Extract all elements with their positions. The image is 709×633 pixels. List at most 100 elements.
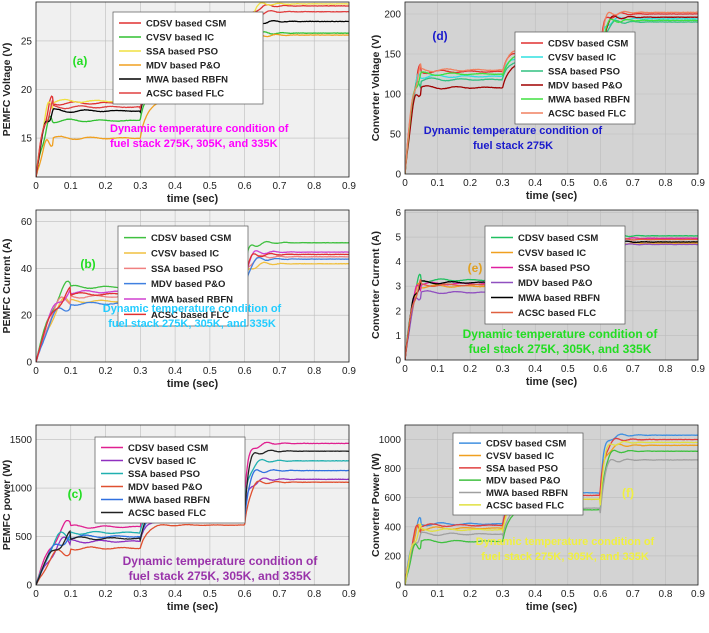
x-tick-label: 0.2 — [99, 589, 113, 600]
y-tick-label: 400 — [384, 522, 401, 533]
y-tick-label: 25 — [21, 36, 33, 47]
chart-d: 0 0.1 0.2 0.3 0.4 0.5 0.6 0.7 0.8 0.9 0 50 100 150 200… — [370, 1, 705, 202]
x-tick-label: 0.6 — [238, 181, 252, 192]
y-tick-label: 1500 — [10, 435, 33, 446]
x-axis-label: time (sec) — [167, 601, 219, 613]
legend-entry: ACSC based FLC — [548, 109, 626, 120]
y-tick-label: 100 — [384, 90, 401, 101]
legend-box — [514, 31, 636, 125]
legend-entry: SSA based PSO — [146, 47, 218, 58]
legend-entry: CDSV based CSM — [548, 39, 628, 50]
legend-entry: MWA based RBFN — [486, 488, 568, 499]
x-tick-label: 0.5 — [561, 589, 575, 600]
legend-entry: MWA based RBFN — [151, 295, 233, 306]
legend-entry: ACSC based FLC — [486, 500, 564, 511]
legend-entry: ACSC based FLC — [518, 308, 596, 319]
x-tick-label: 0.5 — [203, 366, 217, 377]
y-tick-label: 0 — [395, 581, 401, 592]
x-tick-label: 0.2 — [463, 178, 477, 189]
x-tick-label: 0.1 — [431, 178, 445, 189]
legend-box — [94, 436, 246, 524]
x-tick-label: 0 — [402, 364, 408, 375]
x-tick-label: 0.2 — [99, 181, 113, 192]
y-tick-label: 50 — [390, 130, 402, 141]
y-tick-label: 2 — [395, 306, 401, 317]
y-tick-label: 500 — [15, 532, 32, 543]
x-tick-label: 0.4 — [168, 366, 182, 377]
x-tick-label: 0.6 — [593, 178, 607, 189]
panel-label: (b) — [80, 257, 95, 271]
y-tick-label: 15 — [21, 134, 33, 145]
y-axis-label: Converter Voltage (V) — [370, 35, 382, 142]
x-tick-label: 0.9 — [691, 364, 705, 375]
panel-label: (f) — [622, 486, 634, 500]
x-tick-label: 0.4 — [528, 589, 542, 600]
x-axis-label: time (sec) — [167, 378, 219, 390]
chart-b: 0 0.1 0.2 0.3 0.4 0.5 0.6 0.7 0.8 0.9 0 20 40 60 time … — [1, 209, 356, 390]
y-tick-label: 40 — [21, 264, 33, 275]
x-tick-label: 0.5 — [561, 178, 575, 189]
legend-entry: CDSV based CSM — [128, 443, 208, 454]
x-tick-label: 0.5 — [203, 181, 217, 192]
x-axis-label: time (sec) — [167, 193, 219, 205]
legend-a: CDSV based CSM CVSV based IC SSA based PSO… — [112, 11, 264, 105]
y-tick-label: 200 — [384, 551, 401, 562]
y-tick-label: 600 — [384, 493, 401, 504]
annotation-line: fuel stack 275K, 305K, and 335K — [481, 551, 649, 563]
x-tick-label: 0.3 — [133, 366, 147, 377]
legend-entry: SSA based PSO — [486, 463, 558, 474]
x-tick-label: 0.3 — [496, 589, 510, 600]
y-tick-label: 20 — [21, 85, 33, 96]
chart-a: 0 0.1 0.2 0.3 0.4 0.5 0.6 0.7 0.8 0.9 15 20 25 time (… — [1, 1, 356, 205]
y-tick-label: 1000 — [379, 435, 402, 446]
legend-entry: MDV based P&O — [146, 61, 220, 72]
x-tick-label: 0.4 — [168, 181, 182, 192]
x-tick-label: 0.9 — [342, 181, 356, 192]
legend-e: CDSV based CSM CVSV based IC SSA based PSO… — [484, 225, 626, 325]
y-tick-label: 1 — [395, 331, 401, 342]
x-tick-label: 0.8 — [658, 589, 672, 600]
x-tick-label: 0.7 — [272, 366, 286, 377]
y-tick-label: 200 — [384, 10, 401, 21]
legend-entry: CVSV based IC — [146, 33, 214, 44]
x-tick-label: 0.2 — [463, 589, 477, 600]
x-tick-label: 0.3 — [496, 364, 510, 375]
x-tick-label: 0.8 — [307, 366, 321, 377]
annotation-line: fuel stack 275K, 305K, and 335K — [469, 342, 652, 356]
x-tick-label: 0.9 — [342, 589, 356, 600]
annotation-line: fuel stack 275K, 305K, and 335K — [129, 569, 312, 583]
x-tick-label: 0.1 — [431, 364, 445, 375]
legend-b: CDSV based CSM CVSV based IC SSA based PSO… — [117, 225, 249, 327]
legend-entry: MDV based P&O — [518, 278, 592, 289]
x-tick-label: 0.7 — [626, 364, 640, 375]
x-tick-label: 0.6 — [593, 364, 607, 375]
legend-entry: CDSV based CSM — [486, 439, 566, 450]
annotation-line: fuel stack 275K, 305K, and 335K — [110, 138, 278, 150]
panel-label: (e) — [468, 261, 483, 275]
legend-entry: CDSV based CSM — [146, 19, 226, 30]
y-tick-label: 800 — [384, 464, 401, 475]
y-tick-label: 3 — [395, 282, 401, 293]
legend-entry: MDV based P&O — [486, 476, 560, 487]
chart-c: 0 0.1 0.2 0.3 0.4 0.5 0.6 0.7 0.8 0.9 0 500 1000 1500… — [1, 424, 356, 613]
x-tick-label: 0.9 — [342, 366, 356, 377]
x-tick-label: 0.8 — [658, 364, 672, 375]
y-axis-label: PEMFC Current (A) — [1, 238, 13, 333]
y-axis-label: Converter Current (A) — [370, 231, 382, 339]
x-tick-label: 0.7 — [626, 178, 640, 189]
legend-entry: MDV based P&O — [151, 279, 225, 290]
annotation-line: fuel stack 275K — [473, 140, 553, 152]
y-tick-label: 150 — [384, 50, 401, 61]
x-tick-label: 0.1 — [64, 366, 78, 377]
x-tick-label: 0.7 — [272, 181, 286, 192]
x-tick-label: 0.3 — [133, 589, 147, 600]
panel-label: (d) — [432, 29, 447, 43]
x-tick-label: 0.7 — [272, 589, 286, 600]
legend-entry: CVSV based IC — [486, 451, 554, 462]
legend-entry: ACSC based FLC — [128, 508, 206, 519]
annotation-line: Dynamic temperature condition of — [123, 554, 319, 568]
legend-entry: MDV based P&O — [128, 482, 202, 493]
x-tick-label: 0.5 — [203, 589, 217, 600]
legend-c: CDSV based CSM CVSV based IC SSA based PSO… — [94, 436, 246, 524]
